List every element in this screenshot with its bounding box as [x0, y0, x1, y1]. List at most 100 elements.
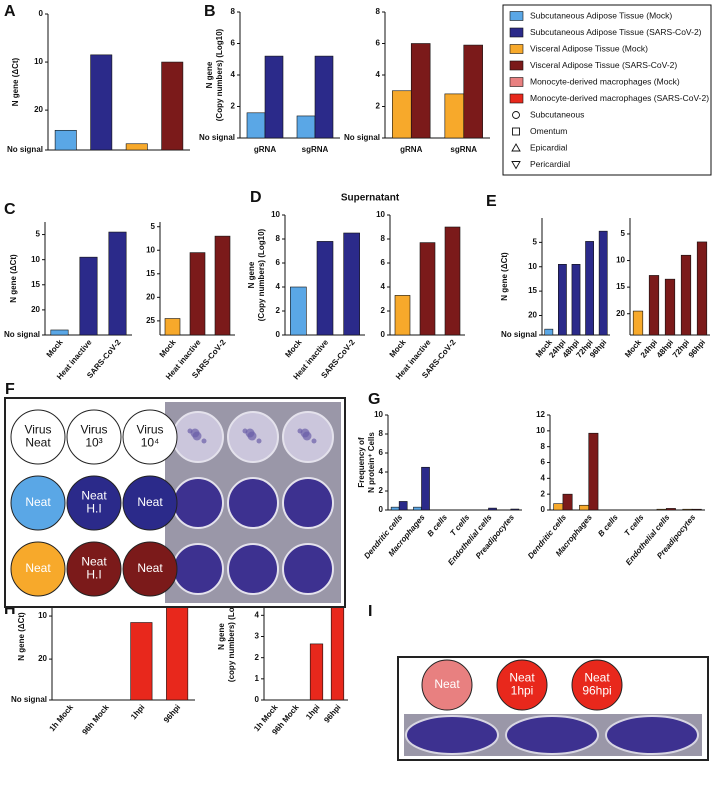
well: [282, 477, 334, 529]
sample-label: 96hpi: [582, 684, 611, 698]
y-tick-label: 2: [231, 102, 236, 111]
y-tick-label: 4: [379, 467, 384, 476]
bar: [558, 264, 567, 336]
sample-circle: [66, 475, 122, 531]
legend-label: Subcutaneous Adipose Tissue (Mock): [530, 10, 672, 20]
plaque: [245, 428, 255, 438]
y-tick-label: 20: [34, 105, 43, 114]
y-tick-label: No signal: [501, 330, 537, 339]
legend-swatch: [509, 77, 524, 87]
y-axis-label: N gene: [247, 261, 256, 288]
y-tick-label: 10: [146, 245, 155, 254]
bar: [656, 508, 667, 511]
legend-swatch: [509, 93, 524, 104]
y-tick-label: 20: [31, 305, 40, 314]
sample-circle: [10, 409, 66, 465]
bar: [90, 54, 113, 151]
y-tick-label: 4: [381, 282, 386, 291]
y-tick-label: 4: [376, 70, 381, 79]
well: [282, 543, 334, 595]
x-tick-label: 24hpi: [639, 338, 659, 360]
x-tick-label: 1hpi: [304, 703, 321, 721]
sample-circle: [496, 659, 548, 711]
bar: [421, 466, 430, 511]
bar: [290, 286, 307, 336]
x-tick-label: Mock: [388, 337, 408, 359]
y-tick-label: 2: [276, 306, 281, 315]
y-tick-label: 6: [381, 258, 386, 267]
sample-label: H.I: [86, 568, 101, 582]
sample-circle: [122, 409, 178, 465]
sample-label: 1hpi: [511, 684, 534, 698]
bar: [50, 329, 69, 336]
bar: [189, 252, 206, 336]
bar: [125, 143, 148, 151]
bar: [682, 508, 693, 511]
y-tick-label: 2: [381, 306, 386, 315]
bar: [413, 506, 422, 511]
y-tick-label: No signal: [4, 330, 40, 339]
y-tick-label: No signal: [344, 133, 380, 142]
x-tick-label: 96hpi: [687, 338, 707, 360]
x-tick-label: 96hpi: [322, 703, 342, 725]
y-tick-label: 0: [255, 695, 260, 704]
y-tick-label: 10: [616, 256, 625, 265]
sample-circle: [10, 541, 66, 597]
y-tick-label: No signal: [7, 145, 43, 154]
y-tick-label: 15: [31, 280, 40, 289]
sample-label: Neat: [25, 495, 51, 509]
y-tick-label: 8: [376, 7, 381, 16]
plaque: [201, 438, 207, 444]
y-tick-label: 4: [541, 473, 546, 482]
x-tick-label: gRNA: [400, 145, 422, 154]
sample-circle: [122, 541, 178, 597]
well: [172, 543, 224, 595]
bar: [394, 295, 411, 336]
x-tick-label: B cells: [596, 512, 620, 538]
sample-label: Neat: [81, 489, 107, 503]
y-tick-label: 8: [231, 7, 236, 16]
y-tick-label: 8: [276, 234, 281, 243]
well: [505, 715, 599, 755]
sample-label: Neat: [25, 436, 51, 450]
panel-letter: E: [486, 193, 497, 210]
legend-label: Omentum: [530, 126, 567, 136]
y-tick-label: 10: [536, 426, 545, 435]
y-tick-label: 15: [146, 269, 155, 278]
x-tick-label: 48hpi: [655, 338, 675, 360]
x-tick-label: Mock: [283, 337, 303, 359]
sample-label: Neat: [509, 671, 535, 685]
x-tick-label: 72hpi: [671, 338, 691, 360]
bar: [343, 232, 360, 336]
well: [172, 477, 224, 529]
y-tick-label: 5: [36, 230, 41, 239]
bar: [398, 501, 408, 511]
legend-label: Monocyte-derived macrophages (Mock): [530, 76, 680, 86]
plaque: [190, 428, 200, 438]
y-tick-label: 15: [528, 286, 537, 295]
sample-label: Virus: [24, 423, 51, 437]
sample-label: Neat: [25, 561, 51, 575]
sample-label: Virus: [80, 423, 107, 437]
bar: [696, 241, 708, 336]
bar: [510, 508, 520, 511]
well: [605, 715, 699, 755]
y-tick-label: 10: [376, 210, 385, 219]
plaque: [311, 438, 317, 444]
y-tick-label: 10: [31, 255, 40, 264]
legend-marker: [511, 161, 521, 170]
panel-letter: C: [4, 201, 16, 218]
sample-label: Neat: [137, 495, 163, 509]
bar: [444, 93, 465, 139]
y-tick-label: 12: [536, 410, 545, 419]
bar: [296, 115, 316, 139]
y-tick-label: 10: [34, 57, 43, 66]
y-axis-label: (Copy numbers) (Log10): [257, 228, 266, 321]
bar: [166, 607, 189, 701]
bar: [161, 61, 184, 151]
bar: [54, 129, 77, 151]
legend-swatch: [509, 44, 524, 54]
sample-label: 10³: [85, 436, 102, 450]
bar: [632, 310, 644, 336]
